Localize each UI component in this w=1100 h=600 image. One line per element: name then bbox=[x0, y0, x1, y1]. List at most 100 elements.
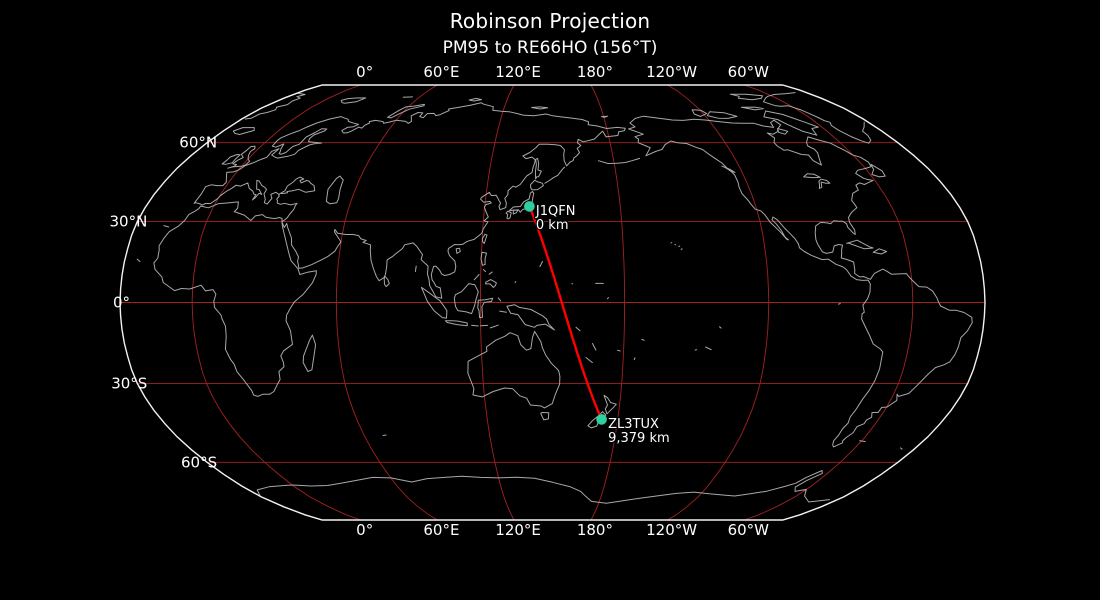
coastline-small_islands bbox=[489, 324, 499, 329]
lon-tick-bottom: 120°E bbox=[495, 521, 541, 539]
coastline-small_islands bbox=[585, 357, 593, 364]
coastline-novaya_zemlya bbox=[387, 103, 425, 119]
coastline-cuba bbox=[846, 239, 874, 250]
figure-title: Robinson Projection bbox=[449, 9, 651, 33]
coastline-wrangel bbox=[601, 115, 609, 118]
coastline-kuril_chain bbox=[544, 166, 566, 184]
coastline-java bbox=[444, 320, 468, 327]
coastline-small_islands bbox=[497, 297, 502, 302]
coastline-hainan bbox=[455, 247, 461, 254]
lat-tick-left: 60°N bbox=[179, 134, 217, 152]
coastline-small_islands bbox=[473, 274, 480, 281]
coastline-new_guinea bbox=[506, 304, 555, 331]
coastline-aleutians bbox=[597, 157, 641, 164]
coastline-small_islands bbox=[499, 310, 507, 313]
coastline-southampton bbox=[777, 128, 789, 135]
coastline-sumatra bbox=[421, 286, 448, 319]
coastline-small_islands bbox=[900, 447, 903, 450]
coastline-small_islands bbox=[382, 434, 387, 436]
coastline-kyushu bbox=[505, 210, 512, 220]
coastline-small_islands bbox=[633, 357, 636, 361]
coastline-ellesmere bbox=[729, 93, 763, 101]
coastline-small_islands bbox=[719, 326, 722, 329]
coastline-baffin bbox=[763, 110, 819, 136]
coastline-devon_island bbox=[740, 106, 764, 111]
coastline-lake_michigan_huron bbox=[818, 178, 831, 189]
coastline-small_islands bbox=[414, 265, 417, 272]
coastline-small_islands bbox=[607, 297, 609, 300]
coastline-small_islands bbox=[488, 271, 493, 275]
coastline-iceland bbox=[232, 127, 255, 135]
coastline-vancouver_island bbox=[721, 165, 736, 173]
lon-tick-top: 60°E bbox=[423, 63, 459, 81]
coastline-small_islands bbox=[575, 326, 581, 332]
lon-tick-bottom: 120°W bbox=[646, 521, 697, 539]
coastline-tasmania bbox=[540, 412, 550, 421]
marker-dot-zl3tux bbox=[596, 414, 607, 425]
graticule-meridian bbox=[191, 84, 361, 521]
coastline-small_islands bbox=[837, 303, 841, 305]
lon-tick-top: 120°W bbox=[646, 63, 697, 81]
coastline-taiwan bbox=[481, 233, 488, 244]
graticule-meridian bbox=[479, 84, 515, 521]
coastline-mindanao bbox=[485, 279, 497, 288]
coastline-small_islands bbox=[859, 440, 866, 442]
coastline-small_islands bbox=[136, 258, 141, 262]
lon-tick-top: 180° bbox=[577, 63, 613, 81]
coastline-ireland bbox=[221, 154, 241, 165]
coastline-small_islands bbox=[539, 261, 543, 268]
coastline-americas bbox=[628, 115, 973, 448]
coastline-new_siberian bbox=[531, 106, 549, 110]
coastline-hokkaido bbox=[530, 179, 544, 191]
coastline-small_islands bbox=[641, 338, 645, 341]
coastline-sri_lanka bbox=[383, 275, 390, 288]
coastline-sakhalin bbox=[535, 157, 542, 180]
coastline-severnaya_zemlya bbox=[468, 97, 482, 102]
coastline-sulawesi bbox=[477, 297, 494, 319]
coastline-small_islands bbox=[592, 343, 597, 351]
coastline-small_islands bbox=[616, 349, 621, 352]
marker-callsign-j1qfn: J1QFN bbox=[535, 204, 576, 219]
coastline-victoria_island bbox=[706, 111, 738, 119]
coastline-small_islands bbox=[514, 281, 517, 283]
coastline-madagascar bbox=[302, 334, 316, 372]
coastline-borneo bbox=[453, 283, 479, 315]
lon-tick-top: 60°W bbox=[728, 63, 770, 81]
coastline-newfoundland bbox=[870, 163, 886, 178]
lon-tick-bottom: 60°W bbox=[728, 521, 770, 539]
marker-callsign-zl3tux: ZL3TUX bbox=[608, 417, 659, 432]
lon-tick-top: 0° bbox=[356, 63, 373, 81]
coastline-banks_island bbox=[691, 109, 708, 117]
coastline-small_islands bbox=[680, 248, 683, 251]
coastline-honshu bbox=[508, 191, 535, 213]
coastline-small_islands bbox=[471, 324, 479, 327]
coastline-small_islands bbox=[705, 346, 712, 351]
graticule-meridian bbox=[667, 84, 770, 521]
lon-tick-top: 120°E bbox=[495, 63, 541, 81]
coastline-small_islands bbox=[163, 225, 170, 228]
coastline-lake_superior bbox=[803, 173, 821, 179]
graticule-meridian bbox=[590, 84, 626, 521]
lon-tick-bottom: 0° bbox=[356, 521, 373, 539]
marker-dot-j1qfn bbox=[524, 201, 535, 212]
coastline-africa bbox=[153, 201, 317, 397]
coastline-hispaniola bbox=[872, 248, 888, 255]
coastline-svalbard bbox=[340, 97, 367, 104]
figure-subtitle: PM95 to RE66HO (156°T) bbox=[442, 38, 658, 58]
graticule-meridian bbox=[744, 84, 914, 521]
coastline-small_islands bbox=[483, 269, 487, 272]
coastline-antarctica bbox=[256, 470, 830, 504]
coastline-uk bbox=[227, 145, 256, 169]
coastline-australia bbox=[467, 330, 561, 409]
graticule-meridian bbox=[335, 84, 438, 521]
coastline-greenland bbox=[244, 92, 872, 144]
great-circle-track bbox=[528, 205, 603, 421]
lat-tick-left: 0° bbox=[113, 294, 130, 312]
lat-tick-left: 30°N bbox=[109, 213, 147, 231]
coastline-nz_north bbox=[603, 394, 617, 415]
lon-tick-bottom: 180° bbox=[577, 521, 613, 539]
marker-distance-j1qfn: 0 km bbox=[536, 218, 569, 233]
lat-tick-left: 60°S bbox=[181, 453, 217, 471]
